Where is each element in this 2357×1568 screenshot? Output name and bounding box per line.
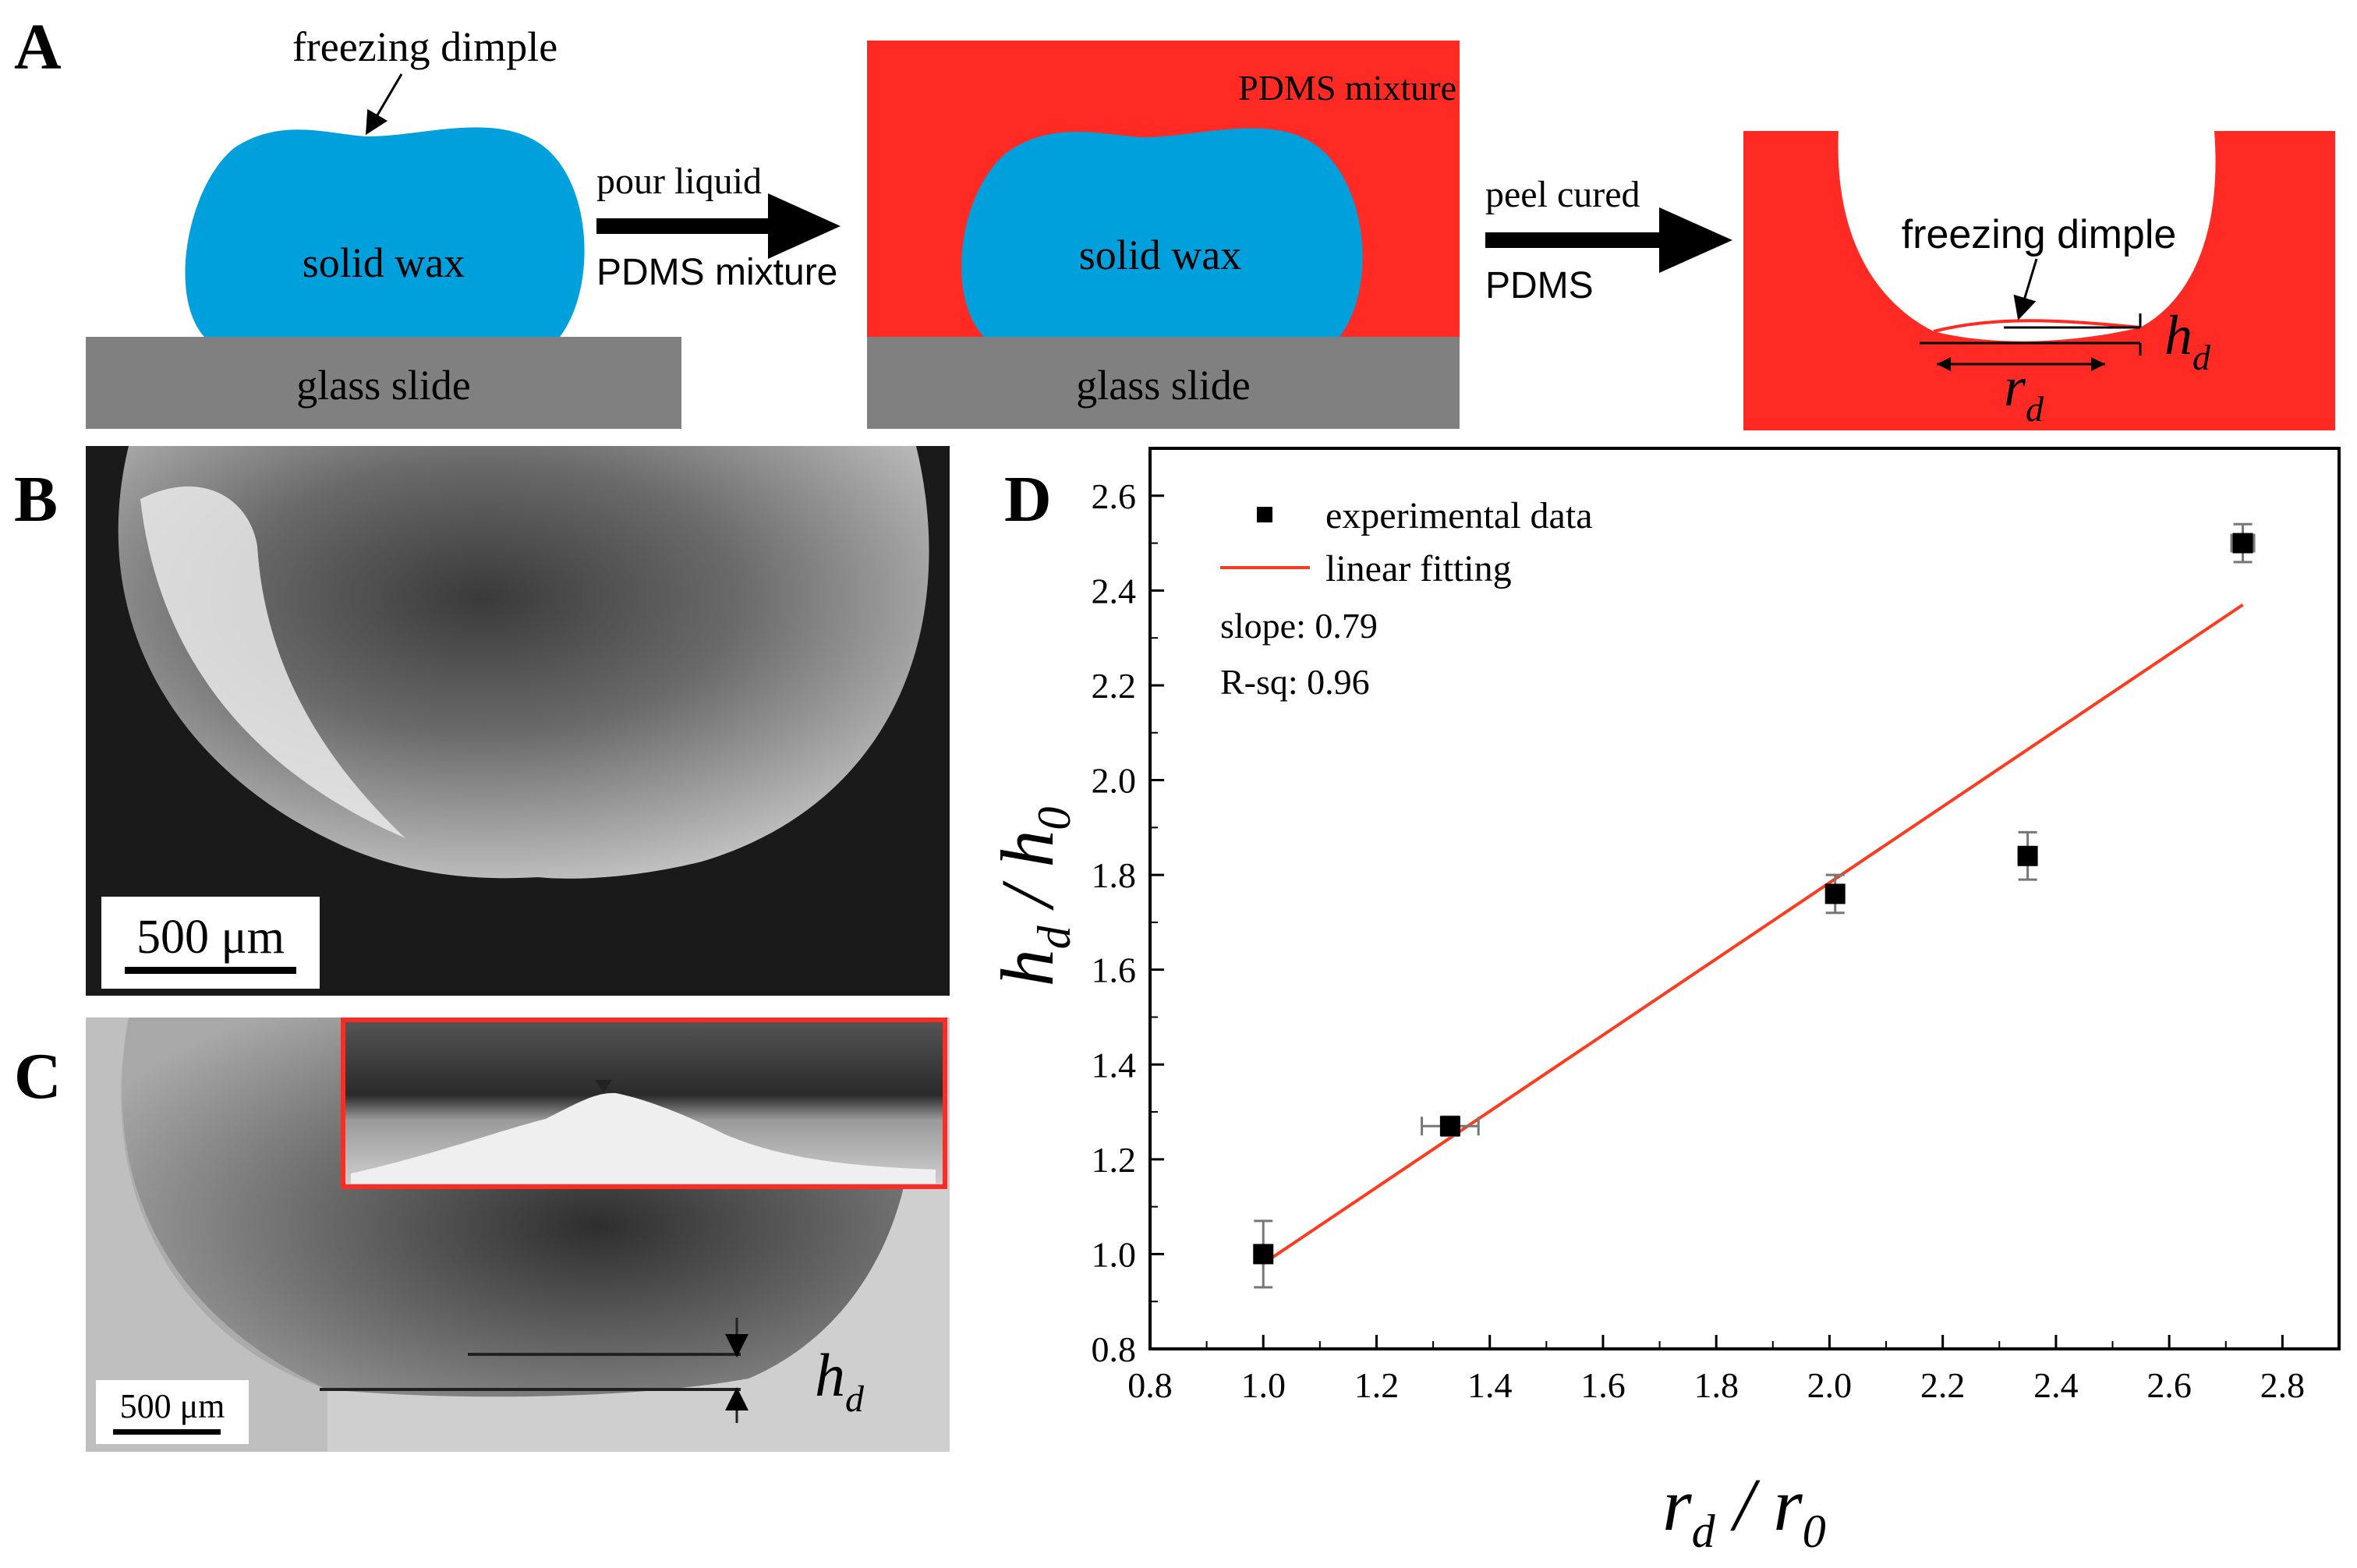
legend-marker-square (1257, 507, 1272, 522)
x-tick-label: 2.4 (2033, 1365, 2079, 1405)
panel-b-label: B (14, 463, 58, 536)
arrow2-top-label: peel cured (1485, 174, 1640, 215)
glass-slide-2 (867, 337, 1460, 429)
data-point (1824, 883, 1846, 904)
rd-arrow-left (1937, 357, 1951, 371)
x-tick-label: 1.0 (1240, 1365, 1286, 1405)
panel-b-scalebar (125, 967, 296, 974)
panel-d-label: D (1004, 463, 1052, 536)
wax-droplet-1 (185, 127, 585, 337)
x-tick-label: 2.0 (1807, 1365, 1853, 1405)
pdms-mold (1743, 131, 2335, 430)
rd-arrow-right (2091, 357, 2105, 371)
glass-slide-1 (86, 337, 681, 429)
pdms-mixture-label: PDMS mixture (1238, 68, 1456, 108)
panel-c-left-texture (86, 1018, 327, 1452)
y-tick-label: 1.0 (1092, 1234, 1137, 1274)
panel-c-scalebar (113, 1429, 221, 1435)
data-points (1253, 522, 2256, 1289)
fit-line (1262, 603, 2244, 1265)
y-tick-label: 1.6 (1092, 950, 1137, 990)
freezing-dimple-pointer-1 (365, 73, 403, 136)
data-point (2232, 533, 2253, 554)
panel-c-label: C (14, 1040, 62, 1113)
arrow2 (1485, 207, 1732, 273)
y-ticks: 0.8 1.0 1.2 1.4 1.6 1.8 2.0 2.2 2.4 2.6 (1092, 476, 1164, 1369)
y-tick-label: 1.4 (1092, 1045, 1137, 1085)
panel-c-scalebar-label: 500 μm (120, 1387, 225, 1425)
legend-rsq: R-sq: 0.96 (1220, 662, 1370, 702)
x-ticks: 0.8 1.0 1.2 1.4 1.6 1.8 2.0 2.2 2.4 2.6 2.8 (1127, 1335, 2305, 1405)
legend-points-label: experimental data (1325, 495, 1593, 536)
mold-dimple (1933, 319, 2141, 333)
x-tick-label: 1.8 (1693, 1365, 1739, 1405)
x-tick-label: 0.8 (1127, 1365, 1173, 1405)
y-tick-label: 0.8 (1092, 1329, 1137, 1369)
panel-c-inset-marker (595, 1080, 612, 1093)
solid-wax-label-1: solid wax (303, 239, 465, 286)
arrow1 (596, 193, 841, 259)
panel-b-highlight (140, 486, 405, 838)
x-tick-label: 1.4 (1467, 1365, 1513, 1405)
freezing-dimple-label-2: freezing dimple (1902, 212, 2177, 257)
arrow2-bottom-label: PDMS (1485, 265, 1594, 306)
y-tick-label: 2.4 (1092, 571, 1137, 611)
panel-a: A glass slide solid wax freezing dimple … (14, 11, 2335, 430)
y-tick-label: 2.6 (1092, 476, 1137, 516)
y-tick-label: 2.0 (1092, 761, 1137, 801)
x-tick-label: 2.2 (1920, 1365, 1966, 1405)
x-tick-label: 2.8 (2260, 1365, 2306, 1405)
rd-label-a: rd (2004, 356, 2044, 429)
arrow1-bottom-label: PDMS mixture (596, 252, 837, 293)
panel-b-scalebar-label: 500 μm (136, 911, 285, 964)
x-tick-label: 1.6 (1580, 1365, 1626, 1405)
data-point (1439, 1116, 1460, 1137)
freezing-dimple-pointer-2 (2013, 258, 2038, 320)
x-tick-label: 2.6 (2146, 1365, 2192, 1405)
y-tick-label: 2.2 (1092, 666, 1137, 706)
legend-line-label: linear fitting (1325, 548, 1512, 589)
y-tick-label: 1.8 (1092, 855, 1137, 895)
x-tick-label: 1.2 (1354, 1365, 1400, 1405)
panel-c-inset-ridge (351, 1092, 936, 1184)
panel-c: C hd 500 μm (14, 1018, 950, 1452)
panel-b: B 500 μm (14, 446, 950, 996)
hd-label-a: hd (2164, 304, 2211, 377)
freezing-dimple-label-1: freezing dimple (292, 23, 557, 70)
glass-slide-label-1: glass slide (296, 362, 471, 409)
panel-c-hd-label: hd (815, 1341, 865, 1420)
x-axis-label: rd / r0 (1662, 1463, 1825, 1557)
panel-a-label: A (14, 11, 62, 83)
y-axis-label: hd / h0 (986, 807, 1080, 987)
data-point (1253, 1244, 1274, 1265)
y-tick-label: 1.2 (1092, 1140, 1137, 1180)
solid-wax-label-2: solid wax (1079, 232, 1242, 278)
chart-frame (1148, 447, 2341, 1350)
data-point (2017, 845, 2038, 866)
legend-slope: slope: 0.79 (1220, 606, 1378, 646)
wax-droplet-2 (961, 128, 1363, 337)
panel-d: D 0.8 1.0 1.2 1.4 1.6 1.8 2.0 2.2 2.4 2.6 2.8 0.8 1… (986, 447, 2341, 1557)
arrow1-top-label: pour liquid (596, 161, 762, 202)
glass-slide-label-2: glass slide (1076, 362, 1251, 409)
